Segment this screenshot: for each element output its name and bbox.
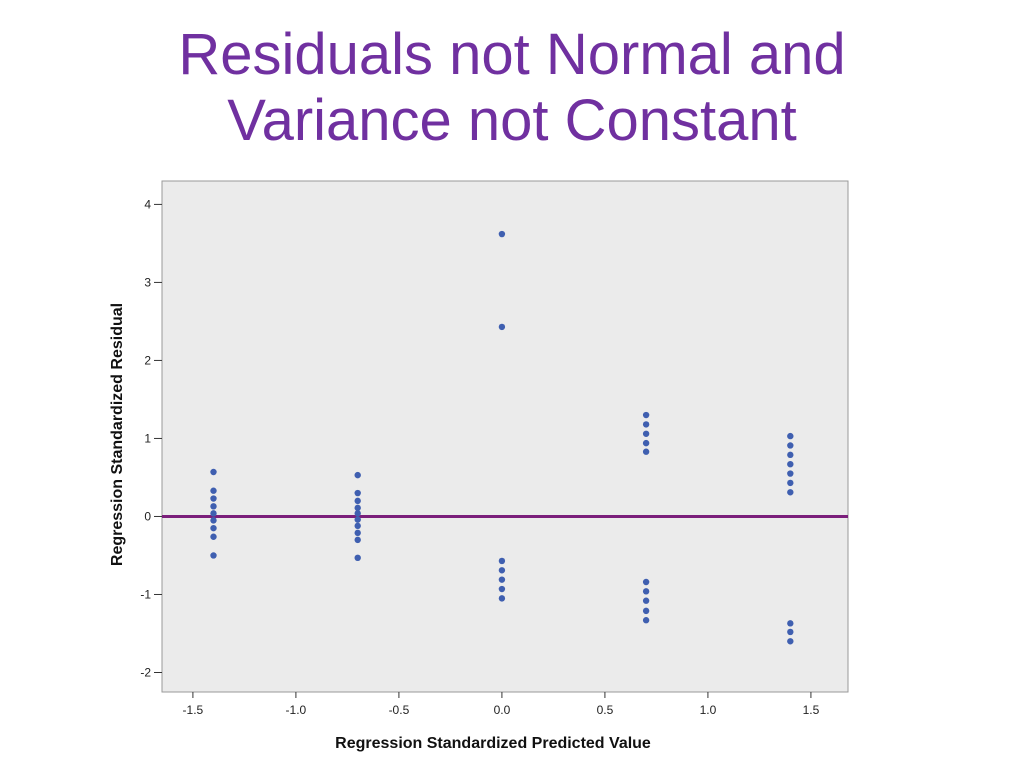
data-point xyxy=(210,524,217,532)
data-point xyxy=(498,585,506,593)
data-point xyxy=(210,533,217,540)
data-point xyxy=(787,432,794,440)
slide-title-line-1: Residuals not Normal and xyxy=(178,22,846,87)
y-tick-label: 3 xyxy=(144,275,151,289)
data-point xyxy=(354,529,361,537)
data-point xyxy=(210,495,217,502)
x-tick-label: 0.0 xyxy=(494,703,511,717)
data-point xyxy=(498,323,506,331)
data-point xyxy=(787,451,794,459)
data-point xyxy=(787,479,794,487)
x-tick-label: -0.5 xyxy=(389,703,410,717)
slide-title-line-2: Variance not Constant xyxy=(227,88,797,153)
data-point xyxy=(354,554,361,562)
y-tick-label: -1 xyxy=(140,587,151,601)
data-point xyxy=(642,617,650,624)
data-point xyxy=(354,471,361,479)
y-tick-label: 0 xyxy=(144,509,151,523)
data-point xyxy=(642,421,650,428)
y-tick-label: -2 xyxy=(140,665,151,679)
x-tick-label: -1.0 xyxy=(286,703,307,717)
data-point xyxy=(498,567,506,574)
y-tick-label: 2 xyxy=(144,353,151,367)
data-point xyxy=(787,470,794,477)
data-point xyxy=(354,489,361,497)
data-point xyxy=(642,607,650,615)
data-point xyxy=(642,588,650,595)
data-point xyxy=(642,411,650,419)
data-point xyxy=(354,536,361,544)
data-point xyxy=(210,468,217,476)
data-point xyxy=(354,504,361,512)
data-point xyxy=(787,638,794,645)
data-point xyxy=(787,460,794,468)
y-axis-title: Regression Standardized Residual xyxy=(109,303,126,566)
data-point xyxy=(642,597,650,604)
data-point xyxy=(642,578,650,586)
y-axis: -2 -1 0 1 2 3 4 xyxy=(140,197,162,679)
data-point xyxy=(642,448,650,455)
data-point xyxy=(354,522,361,530)
data-point xyxy=(787,620,794,627)
y-tick-label: 1 xyxy=(144,431,151,445)
data-point xyxy=(787,442,794,449)
data-point xyxy=(354,510,361,517)
x-tick-label: 1.5 xyxy=(803,703,820,717)
data-point xyxy=(210,517,217,524)
data-point xyxy=(787,489,794,496)
y-tick-label: 4 xyxy=(144,197,151,211)
data-point xyxy=(498,576,506,583)
data-point xyxy=(210,487,217,494)
data-point xyxy=(498,230,506,238)
x-tick-label: 1.0 xyxy=(700,703,717,717)
x-tick-label: -1.5 xyxy=(183,703,204,717)
x-axis: -1.5 -1.0 -0.5 0.0 0.5 1.0 1.5 xyxy=(183,692,820,717)
data-points xyxy=(210,230,794,645)
data-point xyxy=(642,439,650,447)
plot-area xyxy=(161,180,849,693)
data-point xyxy=(210,503,217,510)
data-point xyxy=(210,510,217,517)
data-point xyxy=(354,516,361,523)
data-point xyxy=(210,552,217,559)
data-point xyxy=(498,595,506,602)
data-point xyxy=(787,628,794,636)
x-axis-title: Regression Standardized Predicted Value xyxy=(335,735,651,752)
data-point xyxy=(642,430,650,437)
slide-title: Residuals not Normal and Variance not Co… xyxy=(0,22,1024,154)
data-point xyxy=(354,497,361,505)
data-point xyxy=(498,557,506,565)
x-tick-label: 0.5 xyxy=(597,703,614,717)
